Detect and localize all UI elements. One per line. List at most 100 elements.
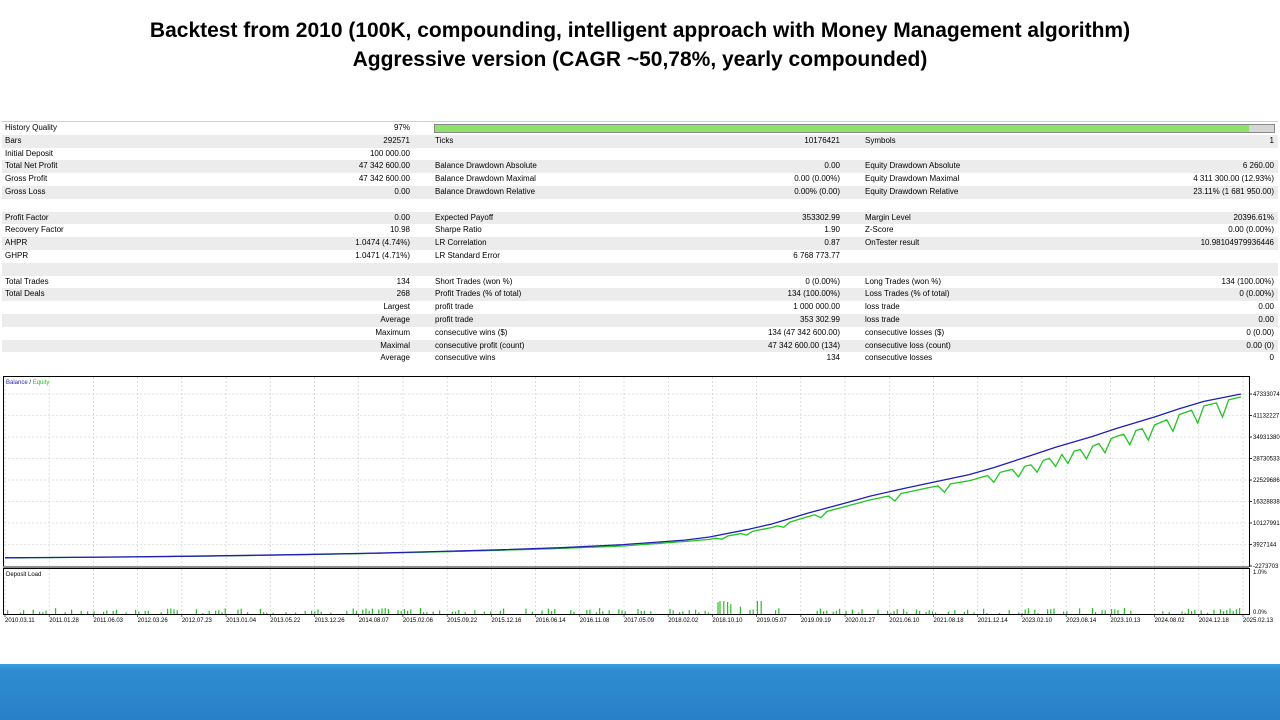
deposit-load-bar	[378, 609, 380, 614]
stat-label: Recovery Factor	[5, 225, 64, 235]
deposit-load-bar	[221, 612, 223, 614]
stat-value: 1.0471 (4.71%)	[355, 250, 410, 260]
x-axis-tick-label: 2013.01.04	[226, 618, 257, 624]
stat-value: 4 311 300.00 (12.93%)	[1193, 174, 1274, 184]
deposit-load-bar	[672, 610, 674, 614]
balance-line	[4, 393, 1242, 559]
deposit-load-bar	[400, 611, 402, 614]
deposit-load-bar	[1219, 609, 1221, 614]
deposit-load-label: Deposit Load	[6, 572, 41, 578]
deposit-load-bar	[1123, 608, 1125, 614]
stat-label: AHPR	[5, 238, 28, 248]
deposit-load-bar	[983, 608, 985, 614]
deposit-load-bar	[1101, 610, 1103, 614]
stat-value: 134 (47 342 600.00)	[767, 327, 840, 337]
deposit-load-bar	[106, 610, 108, 614]
deposit-load-bar	[266, 612, 268, 614]
deposit-load-bar	[1091, 608, 1093, 614]
deposit-load-bar	[237, 609, 239, 614]
y-axis-tick-label: 47333074	[1253, 392, 1280, 398]
legend-separator: /	[28, 380, 33, 386]
deposit-load-bar	[525, 608, 527, 614]
legend-equity: Equity	[33, 380, 50, 386]
report-row: Maximal consecutive profit (count) 47 342 …	[2, 339, 1278, 353]
report-row	[2, 262, 1278, 276]
stat-value: 10176421	[804, 135, 840, 145]
deposit-load-bar	[1050, 609, 1052, 614]
stat-value: Average	[380, 314, 410, 324]
deposit-load-bar	[202, 613, 204, 614]
history-quality-bar-fill	[435, 125, 1249, 132]
deposit-load-bar	[727, 602, 729, 614]
deposit-load-bar	[819, 608, 821, 614]
stat-label: consecutive wins ($)	[435, 327, 508, 337]
deposit-load-bar	[887, 610, 889, 614]
stat-label: Symbols	[865, 135, 896, 145]
stat-label: Equity Drawdown Relative	[865, 186, 959, 196]
stat-label: consecutive losses	[865, 353, 933, 363]
deposit-load-bar	[7, 610, 9, 614]
deposit-load-bar	[365, 608, 367, 614]
x-axis-tick-label: 2017.05.09	[624, 618, 655, 624]
deposit-load-bar	[1213, 609, 1215, 614]
stat-label: consecutive losses ($)	[865, 327, 945, 337]
stat-label: Balance Drawdown Relative	[435, 186, 536, 196]
stat-value: 134 (100.00%)	[1221, 276, 1274, 286]
deposit-load-bar	[195, 609, 197, 614]
deposit-load-bar	[1200, 610, 1202, 614]
deposit-load-bar	[499, 610, 501, 614]
deposit-load-y-tick-label: 1.0%	[1253, 570, 1267, 576]
deposit-load-bar	[1021, 612, 1023, 614]
legend-balance: Balance	[6, 380, 28, 386]
stat-label: profit trade	[435, 302, 474, 312]
y-axis-tick-label: 3927144	[1253, 543, 1277, 549]
deposit-load-bar	[928, 610, 930, 614]
report-row: Total Trades 134 Short Trades (won %) 0 (0.…	[2, 276, 1278, 289]
stat-value: 10.98	[389, 225, 410, 235]
y-axis-tick-label: 22529686	[1253, 478, 1280, 484]
deposit-load-bar	[218, 610, 220, 614]
deposit-load-bar	[826, 610, 828, 614]
deposit-load-bar	[215, 610, 217, 614]
deposit-load-bar	[115, 609, 117, 614]
report-row: Total Deals 268 Profit Trades (% of total)…	[2, 288, 1278, 302]
deposit-load-y-tick-label: 0.0%	[1253, 610, 1267, 616]
deposit-load-bar	[311, 610, 313, 614]
stat-label: Equity Drawdown Absolute	[865, 161, 961, 171]
deposit-load-bar	[756, 601, 758, 614]
deposit-load-bar	[730, 604, 732, 614]
x-axis-tick-label: 2012.03.26	[138, 618, 169, 624]
deposit-load-bar	[589, 609, 591, 614]
stat-value: 353 302.99	[799, 314, 840, 324]
deposit-load-bar	[643, 610, 645, 614]
deposit-load-bar	[355, 610, 357, 614]
deposit-load-bar	[1063, 611, 1065, 614]
deposit-load-bar	[704, 610, 706, 614]
stat-value: 0.00	[394, 186, 410, 196]
x-axis-tick-label: 2018.02.02	[668, 618, 699, 624]
deposit-load-bar	[410, 609, 412, 614]
stat-label: Ticks	[435, 135, 454, 145]
deposit-load-bar	[423, 612, 425, 614]
report-row: Profit Factor 0.00 Expected Payoff 353302.9…	[2, 211, 1278, 225]
deposit-load-bar	[935, 612, 937, 614]
report-rows: Bars 292571 Ticks 10176421 Symbols 1 Initial D…	[2, 134, 1278, 365]
deposit-load-bar	[723, 601, 725, 614]
deposit-load-bar	[707, 612, 709, 614]
balance-equity-panel	[3, 376, 1250, 567]
slide-title-line-1: Backtest from 2010 (100K, compounding, i…	[149, 19, 1131, 42]
deposit-load-bar	[621, 610, 623, 614]
deposit-load-bar	[87, 611, 89, 614]
deposit-load-bar	[304, 610, 306, 614]
deposit-load-bar	[554, 609, 556, 614]
deposit-load-bar	[247, 612, 249, 614]
report-row: Bars 292571 Ticks 10176421 Symbols 1	[2, 134, 1278, 148]
deposit-load-bar	[547, 608, 549, 614]
deposit-load-bar	[896, 609, 898, 614]
deposit-load-bar	[775, 610, 777, 614]
report-row: Gross Profit 47 342 600.00 Balance Drawdow…	[2, 173, 1278, 186]
stat-label: profit trade	[435, 314, 474, 324]
deposit-load-bar	[1053, 608, 1055, 614]
deposit-load-bar	[999, 612, 1001, 614]
stat-value: 1 000 000.00	[793, 302, 840, 312]
